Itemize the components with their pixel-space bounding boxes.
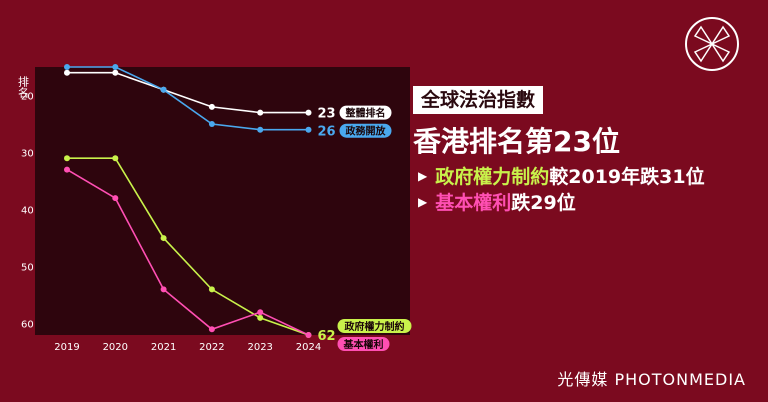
data-point-0 <box>257 109 264 116</box>
bullet-constraints: ▶ 政府權力制約較2019年跌31位 <box>418 164 705 189</box>
arrow-icon: ▶ <box>418 169 428 183</box>
y-tick-label: 40 <box>21 206 34 217</box>
data-point-2 <box>64 155 70 162</box>
y-tick-label: 50 <box>21 263 34 274</box>
y-tick-label: 30 <box>21 149 34 160</box>
data-point-2 <box>208 286 215 293</box>
bullet-constraints-highlight: 政府權力制約 <box>435 166 550 188</box>
x-tick-label: 2024 <box>296 342 321 353</box>
series-name-pill <box>337 337 390 351</box>
data-point-1 <box>64 64 70 70</box>
data-point-3 <box>305 332 312 338</box>
bullet-rights-highlight: 基本權利 <box>435 192 512 214</box>
series-name-label: 基本權利 <box>343 338 384 351</box>
data-point-1 <box>160 86 167 93</box>
bullet-rights-text: 跌29位 <box>511 192 576 214</box>
x-tick-label: 2019 <box>54 342 79 353</box>
series-name-pill <box>339 123 392 138</box>
x-tick-label: 2021 <box>151 342 176 353</box>
series-line-3 <box>66 168 309 336</box>
bullet-constraints-text: 較2019年跌31位 <box>549 166 705 188</box>
series-name-label: 整體排名 <box>345 107 386 120</box>
series-name-label: 政府權力制約 <box>345 320 405 333</box>
x-tick-label: 2023 <box>247 342 272 353</box>
y-tick-label: 20 <box>21 92 34 103</box>
end-value-label: 62 <box>318 329 336 344</box>
data-point-0 <box>208 103 215 110</box>
data-point-3 <box>112 195 119 202</box>
x-tick-label: 2020 <box>103 342 128 353</box>
bullet-rights: ▶ 基本權利跌29位 <box>418 190 576 215</box>
data-point-3 <box>64 166 70 173</box>
series-name-pill <box>339 105 392 120</box>
series-line-2 <box>67 157 309 336</box>
series-line-0 <box>67 71 309 114</box>
data-point-0 <box>305 109 312 116</box>
chart-headline-subtitle: 香港排名第23位 <box>413 125 620 158</box>
arrow-icon: ▶ <box>418 195 428 209</box>
data-point-2 <box>112 155 119 162</box>
brand-footer: 光傳媒 PHOTONMEDIA <box>557 370 746 389</box>
data-point-3 <box>208 326 215 333</box>
data-point-1 <box>305 126 312 133</box>
data-point-1 <box>208 121 215 128</box>
series-name-pill <box>337 319 412 333</box>
data-point-1 <box>257 126 264 133</box>
data-point-2 <box>257 314 264 321</box>
data-point-0 <box>64 69 70 76</box>
photon-logo-icon <box>685 17 739 71</box>
series-line-1 <box>67 66 309 131</box>
y-axis-label: 排名 <box>17 75 30 98</box>
end-value-label: 26 <box>318 125 336 140</box>
data-point-3 <box>160 286 167 293</box>
data-point-2 <box>160 235 167 242</box>
series-name-label: 政務開放 <box>346 125 387 138</box>
data-point-3 <box>257 309 264 316</box>
end-value-label: 23 <box>318 107 336 122</box>
chart-headline-title: 全球法治指數 <box>413 86 544 114</box>
data-point-0 <box>112 69 119 76</box>
x-tick-label: 2022 <box>199 342 224 353</box>
data-point-1 <box>112 64 119 70</box>
y-tick-label: 60 <box>21 320 34 331</box>
